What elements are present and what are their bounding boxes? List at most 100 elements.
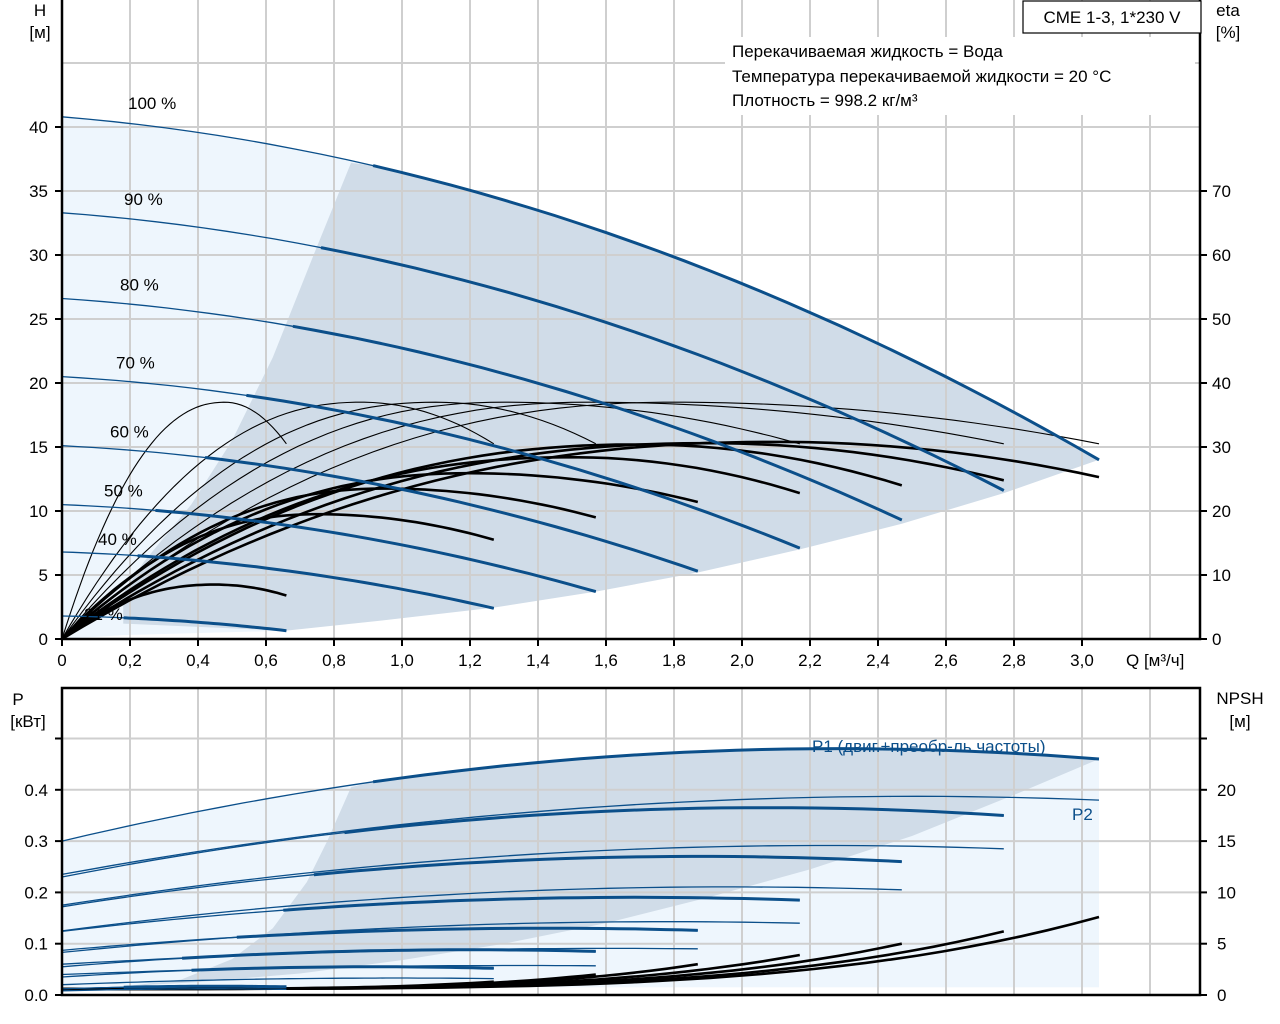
speed-curve-operating — [246, 393, 801, 550]
p2-label: P2 — [1072, 805, 1093, 824]
speed-curve-operating — [123, 616, 287, 633]
speed-curves: 100 % 90 % 80 % 70 % 60 % 50 % 40 % 21 % — [61, 94, 1100, 633]
h-tick-label: 35 — [29, 182, 48, 201]
eta-tick-label: 60 — [1212, 246, 1231, 265]
speed-label: 90 % — [124, 190, 163, 209]
eta-tick-label: 70 — [1212, 182, 1231, 201]
eta-tick-label: 40 — [1212, 374, 1231, 393]
top-operating-regions — [62, 116, 1099, 640]
q-tick-label: 1,0 — [390, 651, 414, 670]
speed-label: 40 % — [98, 530, 137, 549]
p-tick-label: 0.1 — [24, 935, 48, 954]
efficiency-curve — [61, 401, 495, 640]
p1-curve-operating — [182, 948, 596, 960]
region-dark — [123, 162, 1099, 631]
eta-tick-label: 50 — [1212, 310, 1231, 329]
p1-curve-operating — [313, 854, 902, 877]
efficiency-curve — [61, 583, 287, 641]
h-tick-label: 15 — [29, 438, 48, 457]
q-tick-label: 1,8 — [662, 651, 686, 670]
model-label: CME 1-3, 1*230 V — [1043, 8, 1181, 27]
efficiency-curve — [61, 401, 1004, 640]
speed-curve-operating — [320, 246, 1005, 492]
speed-label: 80 % — [120, 276, 159, 295]
model-box — [1022, 0, 1202, 34]
p1-curve-operating — [123, 984, 287, 989]
npsh-tick-label: 20 — [1217, 781, 1236, 800]
npsh-tick-label: 10 — [1217, 883, 1236, 902]
npsh-tick-label: 0 — [1217, 986, 1226, 1005]
note-temperature: Температура перекачиваемой жидкости = 20… — [732, 67, 1111, 86]
speed-curve-operating — [204, 456, 699, 573]
p-axis-unit: [кВт] — [10, 712, 45, 731]
p2-curve — [61, 795, 1100, 876]
efficiency-curve — [61, 456, 801, 641]
h-axis-title: H — [34, 1, 46, 20]
p-tick-label: 0.3 — [24, 832, 48, 851]
p1-label: P1 (двиг.+преобр-ль частоты) — [812, 737, 1045, 756]
efficiency-curve — [61, 512, 495, 640]
bottom-axes: 0.0 0.1 0.2 0.3 0.4 0 5 10 15 20 — [24, 686, 1236, 1005]
npsh-tick-label: 5 — [1217, 935, 1226, 954]
speed-curve-operating — [155, 508, 597, 594]
speed-curve-operating — [292, 324, 903, 522]
p2-curve — [61, 844, 1004, 906]
efficiency-curve — [61, 401, 597, 640]
efficiency-curve — [61, 441, 1005, 641]
bottom-grid — [62, 688, 1200, 995]
npsh-axis-unit: [м] — [1229, 712, 1250, 731]
q-tick-label: 0,6 — [254, 651, 278, 670]
eta-tick-label: 0 — [1212, 630, 1221, 649]
eta-tick-label: 10 — [1212, 566, 1231, 585]
q-tick-label: 0 — [57, 651, 66, 670]
p2-curve — [61, 886, 902, 932]
npsh-axis-title: NPSH — [1216, 689, 1263, 708]
speed-label: 21 % — [84, 605, 123, 624]
speed-label: 100 % — [128, 94, 176, 113]
h-tick-label: 30 — [29, 246, 48, 265]
h-tick-label: 20 — [29, 374, 48, 393]
p2-curve — [61, 977, 494, 986]
p-tick-label: 0.2 — [24, 883, 48, 902]
q-axis-title: Q [м³/ч] — [1126, 651, 1184, 670]
top-axes: 0 5 10 15 20 25 30 35 40 0 10 20 30 40 50 60 70 0 0,2 0,4 0,… — [29, 0, 1231, 670]
q-tick-label: 0,4 — [186, 651, 210, 670]
efficiency-curve — [61, 443, 903, 641]
efficiency-curve — [61, 440, 1100, 641]
p1-curves — [61, 747, 1100, 990]
p1-curve-operating — [344, 806, 1004, 835]
eta-axis-title: eta — [1216, 1, 1240, 20]
h-tick-label: 25 — [29, 310, 48, 329]
npsh-tick-label: 15 — [1217, 832, 1236, 851]
q-tick-label: 2,4 — [866, 651, 890, 670]
speed-label: 70 % — [116, 354, 155, 373]
eta-tick-label: 20 — [1212, 502, 1231, 521]
p-axis-title: P — [12, 690, 23, 709]
h-tick-label: 10 — [29, 502, 48, 521]
speed-label: 50 % — [104, 482, 143, 501]
notes-background — [725, 37, 1195, 115]
q-tick-label: 2,6 — [934, 651, 958, 670]
p-tick-label: 0.4 — [24, 781, 48, 800]
q-tick-label: 1,4 — [526, 651, 550, 670]
p1-curve-operating — [283, 895, 800, 912]
p1-curve-operating — [372, 747, 1100, 784]
h-tick-label: 0 — [39, 630, 48, 649]
p1-curve-operating — [191, 965, 494, 972]
efficiency-curve — [61, 401, 287, 640]
p2-curve — [61, 988, 287, 992]
q-tick-label: 1,2 — [458, 651, 482, 670]
speed-curve-operating — [372, 164, 1100, 462]
q-tick-label: 2,0 — [730, 651, 754, 670]
eta-tick-label: 30 — [1212, 438, 1231, 457]
h-tick-label: 40 — [29, 118, 48, 137]
q-tick-label: 3,0 — [1070, 651, 1094, 670]
efficiency-curve — [61, 401, 800, 640]
q-tick-label: 0,8 — [322, 651, 346, 670]
p1-curve-operating — [236, 926, 698, 939]
p-tick-label: 0.0 — [24, 986, 48, 1005]
q-tick-label: 2,8 — [1002, 651, 1026, 670]
h-tick-label: 5 — [39, 566, 48, 585]
note-density: Плотность = 998.2 кг/м³ — [732, 91, 918, 110]
